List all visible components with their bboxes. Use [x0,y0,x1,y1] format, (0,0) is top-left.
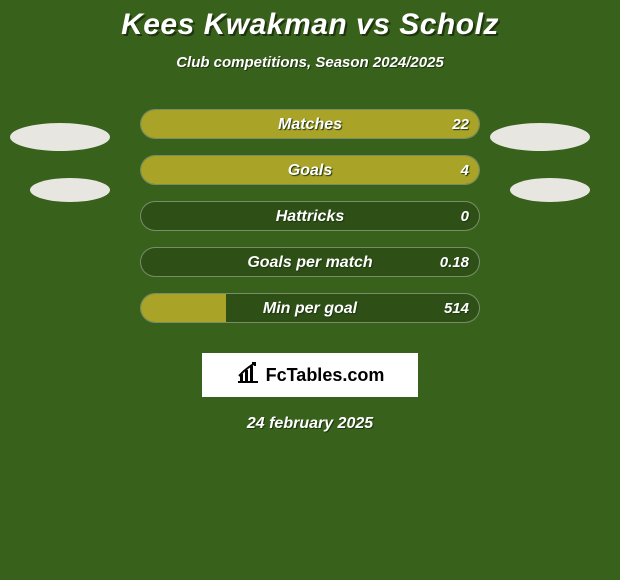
decorative-ellipse [510,178,590,202]
stat-row: Min per goal514 [0,285,620,331]
stat-label: Goals [141,156,479,186]
decorative-ellipse [30,178,110,202]
stat-label: Matches [141,110,479,140]
logo-text: FcTables.com [266,365,385,386]
stat-bar-track: Goals4 [140,155,480,185]
player1-name: Kees Kwakman [121,8,347,41]
stat-bar-track: Matches22 [140,109,480,139]
stat-bar-track: Hattricks0 [140,201,480,231]
stat-label: Goals per match [141,248,479,278]
stat-value: 0 [461,202,469,232]
subtitle: Club competitions, Season 2024/2025 [0,54,620,71]
stat-value: 22 [452,110,469,140]
stat-bar-track: Goals per match0.18 [140,247,480,277]
stat-label: Hattricks [141,202,479,232]
comparison-widget: Kees Kwakman vs Scholz Club competitions… [0,0,620,580]
title-vs: vs [356,8,390,41]
decorative-ellipse [10,123,110,151]
stat-bar-track: Min per goal514 [140,293,480,323]
stat-value: 0.18 [440,248,469,278]
decorative-ellipse [490,123,590,151]
stat-value: 4 [461,156,469,186]
player2-name: Scholz [399,8,499,41]
stat-label: Min per goal [141,294,479,324]
page-title: Kees Kwakman vs Scholz [0,0,620,42]
date-label: 24 february 2025 [0,415,620,433]
logo-box[interactable]: FcTables.com [202,353,418,397]
bar-chart-icon [236,362,260,389]
stat-row: Goals per match0.18 [0,239,620,285]
stat-value: 514 [444,294,469,324]
